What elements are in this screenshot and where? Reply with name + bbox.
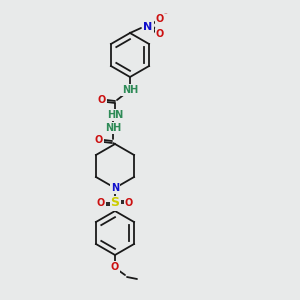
Text: O: O — [156, 14, 164, 24]
Text: HN: HN — [107, 110, 123, 120]
Text: O: O — [97, 198, 105, 208]
Text: O: O — [111, 262, 119, 272]
Text: NH: NH — [122, 85, 138, 95]
Text: N: N — [111, 183, 119, 193]
Text: NH: NH — [105, 123, 121, 133]
Text: O: O — [156, 29, 164, 39]
Text: O: O — [95, 135, 103, 145]
Text: ⁻: ⁻ — [163, 12, 167, 18]
Text: N: N — [143, 22, 153, 32]
Text: O: O — [98, 95, 106, 105]
Text: O: O — [125, 198, 133, 208]
Text: S: S — [110, 196, 119, 209]
